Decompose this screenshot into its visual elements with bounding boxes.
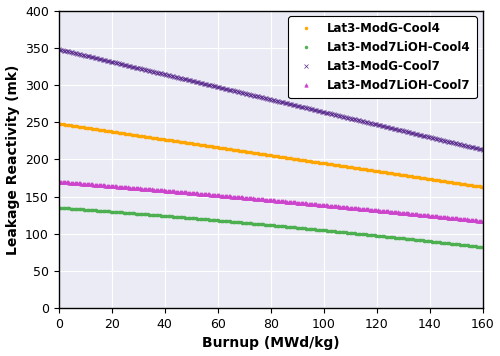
Lat3-ModG-Cool7 bbox=[404, 130, 410, 134]
Lat3-ModG-Cool7 bbox=[480, 147, 486, 152]
Lat3-Mod7LiOH-Cool7 bbox=[275, 199, 281, 203]
Lat3-ModG-Cool7 bbox=[275, 99, 281, 103]
Lat3-ModG-Cool7 bbox=[360, 119, 366, 124]
Lat3-ModG-Cool4 bbox=[56, 121, 62, 126]
Lat3-Mod7LiOH-Cool4 bbox=[360, 232, 366, 236]
Lat3-Mod7LiOH-Cool4 bbox=[117, 210, 123, 214]
Lat3-Mod7LiOH-Cool7 bbox=[360, 207, 366, 211]
Legend: Lat3-ModG-Cool4, Lat3-Mod7LiOH-Cool4, Lat3-ModG-Cool7, Lat3-Mod7LiOH-Cool7: Lat3-ModG-Cool4, Lat3-Mod7LiOH-Cool4, La… bbox=[288, 16, 476, 98]
Lat3-ModG-Cool7 bbox=[428, 135, 434, 140]
Lat3-ModG-Cool4 bbox=[117, 131, 123, 135]
X-axis label: Burnup (MWd/kg): Burnup (MWd/kg) bbox=[202, 336, 340, 350]
Lat3-Mod7LiOH-Cool4 bbox=[428, 239, 434, 244]
Lat3-Mod7LiOH-Cool4 bbox=[275, 224, 281, 228]
Lat3-Mod7LiOH-Cool7 bbox=[117, 185, 123, 189]
Lat3-Mod7LiOH-Cool4 bbox=[354, 231, 360, 236]
Lat3-ModG-Cool4 bbox=[404, 173, 410, 178]
Line: Lat3-ModG-Cool7: Lat3-ModG-Cool7 bbox=[56, 47, 484, 152]
Lat3-Mod7LiOH-Cool7 bbox=[56, 179, 62, 184]
Lat3-ModG-Cool4 bbox=[480, 185, 486, 189]
Lat3-Mod7LiOH-Cool4 bbox=[56, 205, 62, 210]
Y-axis label: Leakage Reactivity (mk): Leakage Reactivity (mk) bbox=[6, 64, 20, 255]
Lat3-Mod7LiOH-Cool7 bbox=[404, 211, 410, 215]
Lat3-ModG-Cool4 bbox=[360, 167, 366, 171]
Lat3-Mod7LiOH-Cool4 bbox=[480, 245, 486, 249]
Lat3-ModG-Cool4 bbox=[275, 154, 281, 158]
Lat3-Mod7LiOH-Cool7 bbox=[354, 206, 360, 210]
Lat3-ModG-Cool4 bbox=[428, 177, 434, 181]
Lat3-ModG-Cool7 bbox=[354, 118, 360, 122]
Lat3-ModG-Cool7 bbox=[56, 47, 62, 51]
Lat3-Mod7LiOH-Cool4 bbox=[404, 237, 410, 241]
Line: Lat3-ModG-Cool4: Lat3-ModG-Cool4 bbox=[58, 122, 484, 188]
Line: Lat3-Mod7LiOH-Cool4: Lat3-Mod7LiOH-Cool4 bbox=[58, 206, 484, 248]
Lat3-ModG-Cool4 bbox=[354, 166, 360, 171]
Lat3-ModG-Cool7 bbox=[117, 62, 123, 66]
Lat3-Mod7LiOH-Cool7 bbox=[480, 219, 486, 223]
Line: Lat3-Mod7LiOH-Cool7: Lat3-Mod7LiOH-Cool7 bbox=[57, 180, 484, 223]
Lat3-Mod7LiOH-Cool7 bbox=[428, 214, 434, 218]
